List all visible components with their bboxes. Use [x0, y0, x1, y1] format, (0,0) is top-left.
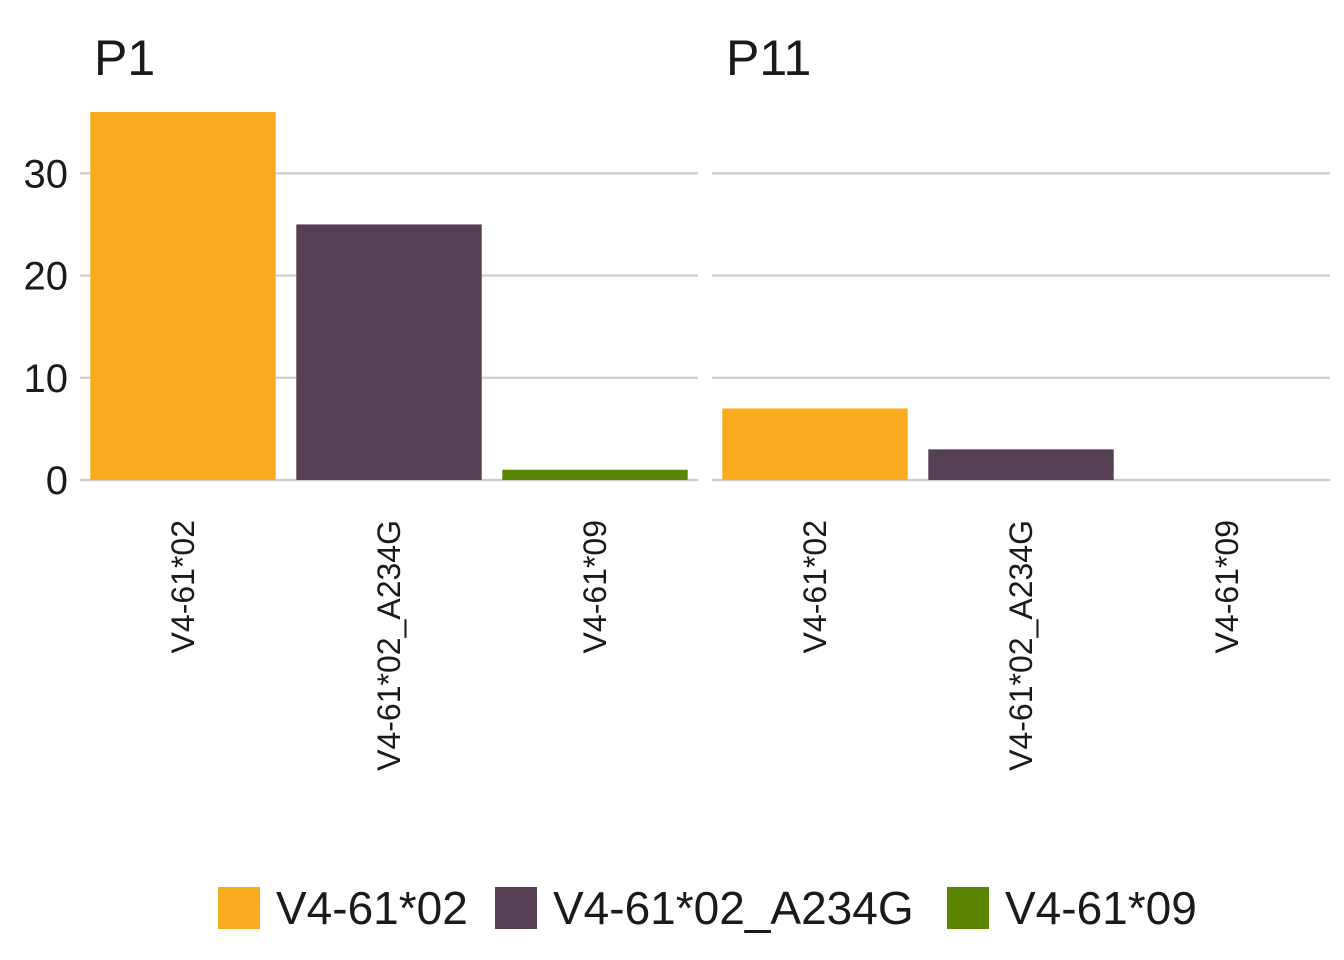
bar: [90, 112, 276, 480]
bar: [722, 408, 908, 480]
legend-key: [218, 887, 260, 929]
panel-title: P11: [726, 30, 811, 86]
bar: [502, 469, 688, 480]
y-tick-label: 20: [24, 255, 69, 299]
x-tick-label: V4-61*09: [577, 520, 613, 653]
legend-key: [947, 887, 989, 929]
legend-label: V4-61*02: [276, 882, 468, 934]
legend-label: V4-61*02_A234G: [553, 882, 914, 934]
y-tick-label: 30: [24, 152, 69, 196]
x-tick-label: V4-61*02: [165, 520, 201, 653]
panel-title: P1: [94, 30, 155, 86]
x-tick-label: V4-61*02: [797, 520, 833, 653]
x-tick-label: V4-61*02_A234G: [371, 520, 407, 771]
y-tick-label: 0: [46, 459, 68, 503]
x-tick-label: V4-61*02_A234G: [1003, 520, 1039, 771]
y-tick-label: 10: [24, 357, 69, 401]
legend-label: V4-61*09: [1005, 882, 1197, 934]
bar: [928, 449, 1114, 480]
bar: [296, 224, 482, 480]
x-tick-label: V4-61*09: [1209, 520, 1245, 653]
legend-key: [495, 887, 537, 929]
